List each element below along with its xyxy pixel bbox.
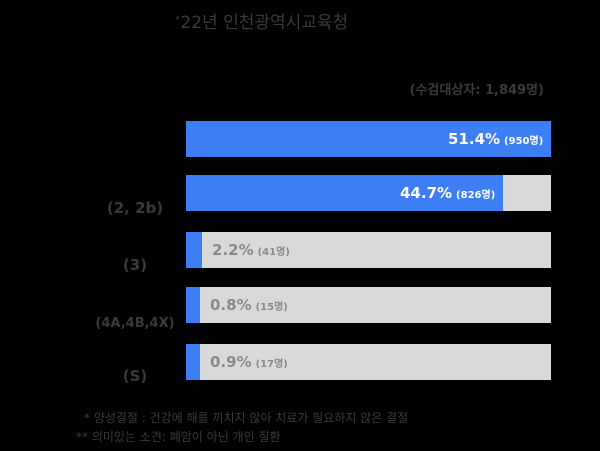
footnote-significant: ** 의미있는 소견: 폐암이 아닌 개인 질환 <box>76 430 281 444</box>
data-label: 0.8% (15명) <box>210 287 288 323</box>
bar <box>186 175 503 211</box>
data-label: 44.7% (826명) <box>400 175 495 211</box>
count-label: (826명) <box>456 190 496 201</box>
bar-track: 0.9% (17명) <box>186 344 551 380</box>
data-label: 0.9% (17명) <box>210 344 288 380</box>
bar <box>186 287 200 323</box>
bar <box>186 344 200 380</box>
category-label: (3) <box>122 256 148 274</box>
data-label: 51.4% (950명) <box>448 121 543 157</box>
data-label: 2.2% (41명) <box>212 232 290 268</box>
category-label: (2, 2b) <box>106 199 164 217</box>
bar <box>186 121 551 157</box>
bar-track: 0.8% (15명) <box>186 287 551 323</box>
category-label: (4A,4B,4X) <box>95 316 175 331</box>
footnote-benign: * 양성결절 : 건강에 해를 끼치지 않아 치료가 필요하지 않은 결절 <box>84 411 409 425</box>
count-label: (15명) <box>255 302 288 313</box>
bar-track: 44.7% (826명) <box>186 175 551 211</box>
count-label: (41명) <box>257 247 290 258</box>
value-label: 0.9% <box>210 353 252 371</box>
value-label: 2.2% <box>212 241 254 259</box>
value-label: 51.4% <box>448 130 501 148</box>
chart-title: ‘22년 인천광역시교육청 <box>175 13 349 33</box>
value-label: 0.8% <box>210 296 252 314</box>
category-label: (S) <box>122 367 148 385</box>
bar-track: 2.2% (41명) <box>186 232 551 268</box>
sample-size-note: (수검대상자: 1,849명) <box>409 83 545 98</box>
value-label: 44.7% <box>400 184 453 202</box>
bar <box>186 232 202 268</box>
count-label: (17명) <box>255 359 288 370</box>
count-label: (950명) <box>504 136 544 147</box>
bar-track: 51.4% (950명) <box>186 121 551 157</box>
